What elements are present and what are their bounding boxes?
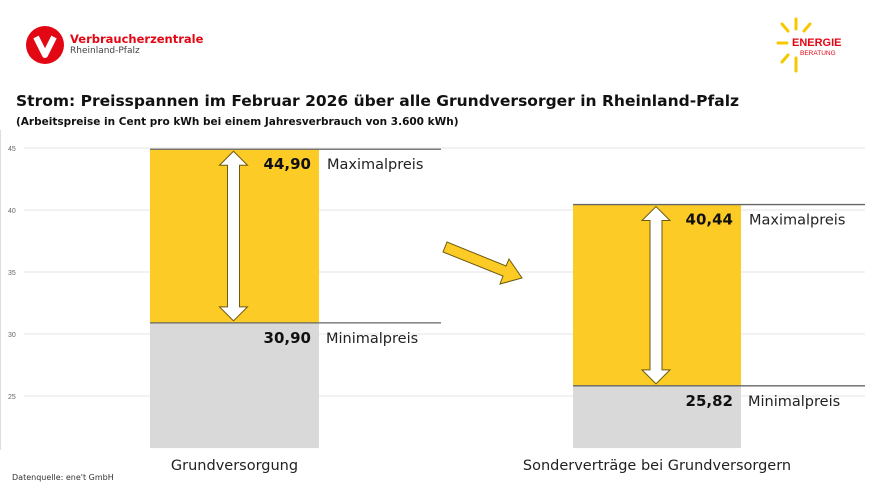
max-value-label: 40,44 — [686, 211, 733, 229]
category-label: Grundversorgung — [171, 458, 298, 474]
energieberatung-logo: ENERGIE BERATUNG — [776, 16, 846, 76]
max-value-label: 44,90 — [264, 155, 311, 173]
double-arrow-icon — [218, 150, 249, 322]
frame-edge — [0, 130, 1, 450]
logo-energie: ENERGIE — [792, 37, 842, 49]
logo-name: Verbraucherzentrale — [70, 32, 204, 46]
data-source: Datenquelle: ene't GmbH — [12, 473, 114, 482]
min-series-label: Minimalpreis — [748, 394, 840, 410]
v-logo-icon — [26, 26, 64, 64]
y-tick-label: 40 — [8, 208, 16, 215]
chart-title: Strom: Preisspannen im Februar 2026 über… — [16, 92, 740, 110]
y-tick-label: 25 — [8, 394, 16, 401]
min-value-label: 30,90 — [264, 329, 311, 347]
arrow-right-down-icon — [442, 241, 523, 285]
double-arrow-icon — [640, 205, 672, 385]
min-value-label: 25,82 — [686, 392, 733, 410]
max-series-label: Maximalpreis — [327, 157, 423, 173]
min-series-label: Minimalpreis — [326, 331, 418, 347]
y-tick-label: 35 — [8, 270, 16, 277]
logo-beratung: BERATUNG — [800, 50, 836, 57]
min-bar — [150, 322, 319, 449]
chart-subtitle: (Arbeitspreise in Cent pro kWh bei einem… — [16, 116, 459, 128]
min-bar — [573, 385, 741, 449]
verbraucherzentrale-logo: Verbraucherzentrale Rheinland-Pfalz — [26, 26, 203, 64]
logo-region: Rheinland-Pfalz — [70, 46, 140, 56]
y-tick-label: 45 — [8, 146, 16, 153]
y-tick-label: 30 — [8, 332, 16, 339]
max-series-label: Maximalpreis — [749, 213, 845, 229]
category-label: Sonderverträge bei Grundversorgern — [523, 458, 791, 474]
